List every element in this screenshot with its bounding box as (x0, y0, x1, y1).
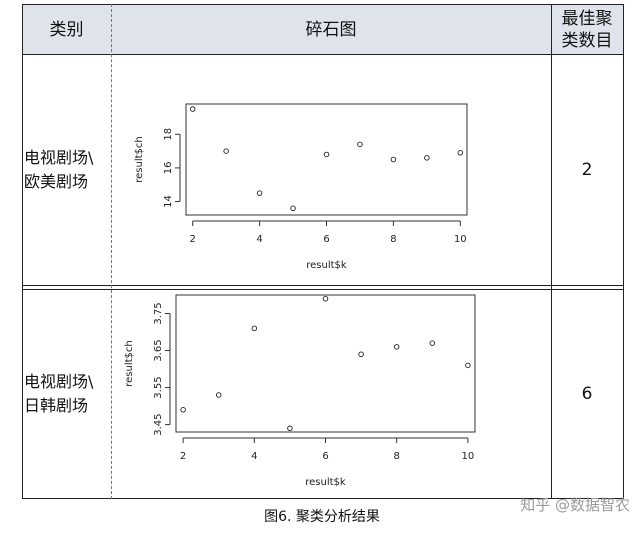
col-divider-2 (551, 4, 552, 499)
row1-optimal-k-value: 2 (581, 160, 593, 180)
x-tick-label: 4 (251, 451, 257, 462)
table-border-right (623, 4, 624, 499)
col-divider-1 (111, 4, 112, 499)
header-chart: 碎石图 (111, 5, 551, 54)
x-tick-label: 6 (323, 234, 329, 245)
data-point (424, 155, 430, 161)
data-point (189, 106, 196, 112)
data-point (322, 295, 329, 302)
y-tick-label: 3.75 (153, 302, 164, 324)
row1-category-line2: 欧美剧场 (24, 172, 89, 191)
y-axis-title: result$ch (134, 136, 145, 183)
data-point (457, 150, 464, 156)
row1-category-line1: 电视剧场\ (24, 148, 94, 167)
data-point (215, 392, 222, 398)
y-tick-label: 3.45 (153, 413, 164, 435)
row2-optimal-k-value: 6 (581, 384, 593, 404)
row1-category: 电视剧场\ 欧美剧场 (22, 55, 111, 285)
scree-plot-1: 2 4 6 8 10 14 16 18 result$k result$ch (134, 103, 468, 271)
x-axis-title: result$k (305, 477, 346, 488)
x-tick-label: 10 (454, 234, 467, 245)
data-point (358, 351, 364, 357)
header-divider (22, 54, 623, 55)
row2-optimal-k: 6 (551, 290, 623, 498)
data-point (393, 344, 400, 350)
plot-frame (175, 294, 476, 433)
x-tick-label: 8 (390, 234, 396, 245)
x-tick-label: 4 (256, 234, 262, 245)
header-optimal-line2: 类数目 (561, 30, 613, 51)
row1-optimal-k: 2 (551, 55, 623, 285)
plot-frame (185, 103, 468, 216)
table-border-bottom (22, 498, 623, 499)
header-optimal-clusters: 最佳聚 类数目 (551, 5, 623, 54)
data-point (323, 151, 330, 158)
x-tick-label: 6 (322, 451, 328, 462)
y-tick-label: 18 (163, 128, 174, 141)
row2-category-line2: 日韩剧场 (24, 396, 89, 415)
row2-top (22, 289, 623, 290)
data-point (256, 190, 263, 196)
row1-bottom (22, 285, 623, 286)
y-axis-title: result$ch (124, 340, 135, 387)
data-point (390, 156, 397, 163)
scree-plot-2: 2 4 6 8 10 3.45 3.55 3.65 3.75 result$k result$ch (124, 294, 476, 488)
data-point (223, 148, 229, 154)
row2-category: 电视剧场\ 日韩剧场 (22, 290, 111, 498)
x-axis-title: result$k (306, 260, 347, 271)
header-chart-label: 碎石图 (305, 19, 357, 40)
header-category: 类别 (22, 5, 111, 54)
watermark-text: 知乎 @数据智农 (520, 496, 630, 514)
data-point (180, 407, 186, 413)
data-point (287, 425, 293, 432)
x-tick-label: 10 (462, 451, 475, 462)
header-category-label: 类别 (49, 19, 84, 40)
y-tick-label: 16 (163, 162, 174, 175)
x-tick-label: 2 (190, 234, 196, 245)
x-tick-label: 2 (180, 451, 186, 462)
y-tick-label: 3.65 (153, 339, 164, 361)
y-tick-label: 14 (163, 195, 174, 208)
table-border-left (22, 4, 23, 499)
data-point (290, 205, 296, 212)
data-point (251, 325, 258, 332)
y-tick-label: 3.55 (153, 376, 164, 398)
data-point (357, 141, 363, 148)
x-tick-label: 8 (394, 451, 400, 462)
figure-caption: 图6. 聚类分析结果 (264, 509, 380, 525)
row2-category-line1: 电视剧场\ (24, 372, 94, 391)
data-point (429, 340, 436, 346)
table-border-top (22, 4, 623, 5)
header-optimal-line1: 最佳聚 (561, 8, 613, 29)
data-point (465, 362, 471, 369)
